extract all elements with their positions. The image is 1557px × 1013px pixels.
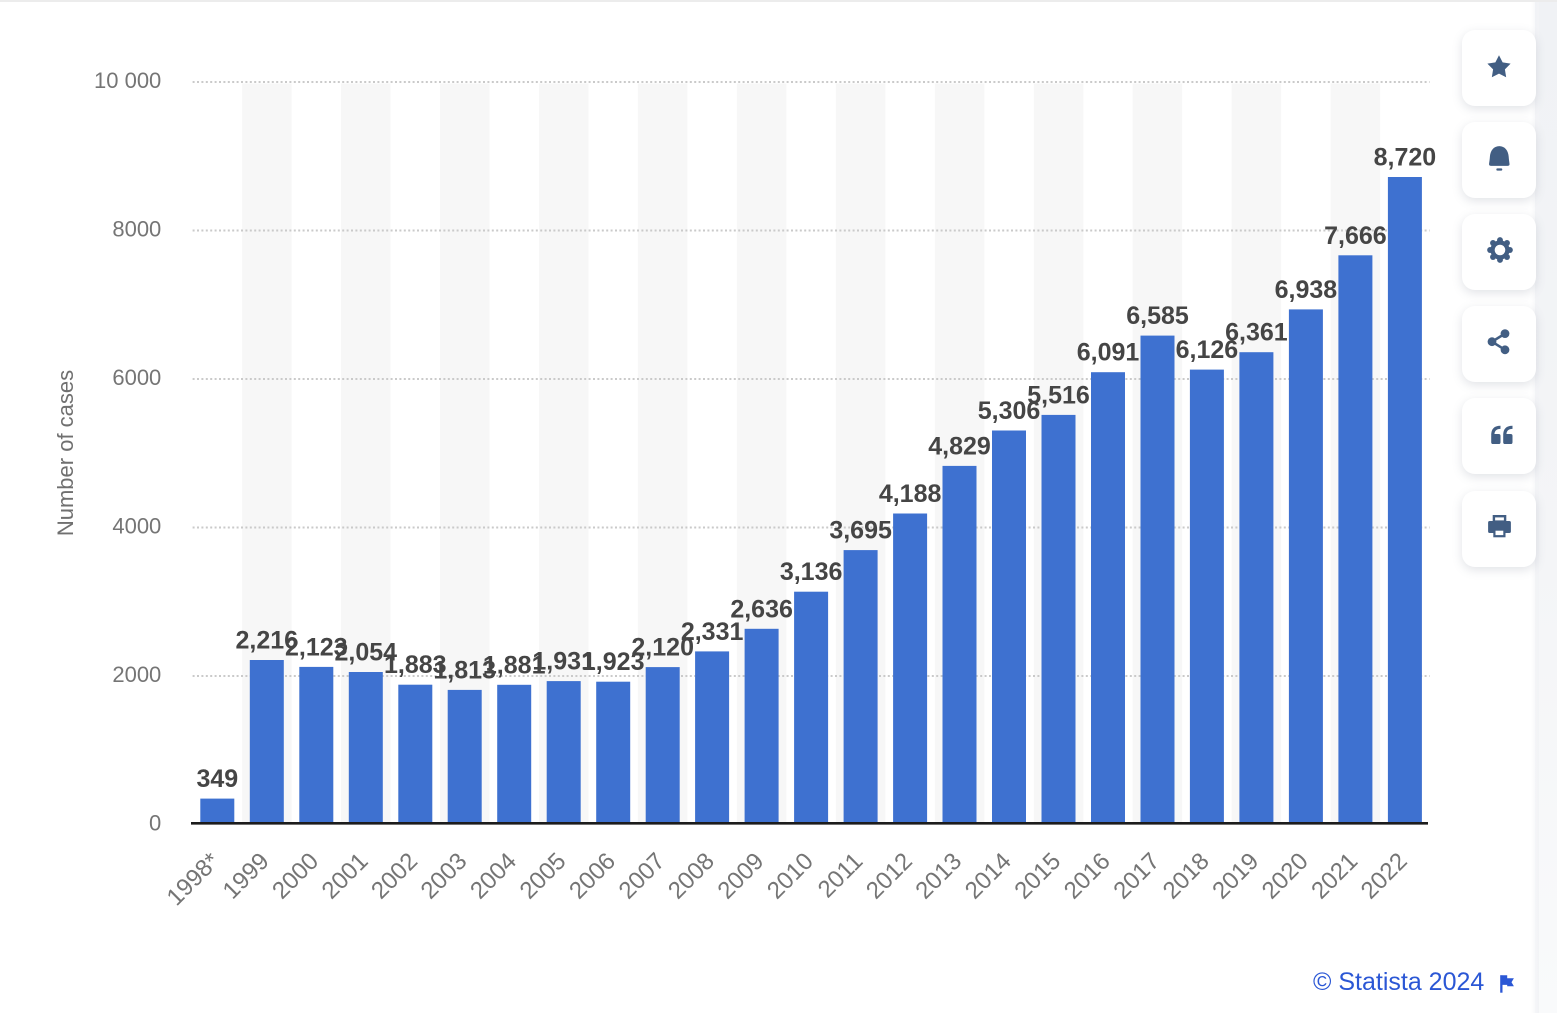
svg-text:1,923: 1,923	[582, 648, 645, 676]
svg-text:2017: 2017	[1108, 848, 1165, 905]
svg-text:1,931: 1,931	[532, 648, 595, 676]
svg-text:0: 0	[149, 811, 161, 836]
svg-text:1,813: 1,813	[433, 656, 496, 684]
svg-text:2010: 2010	[762, 848, 819, 905]
svg-text:2,120: 2,120	[631, 634, 694, 662]
svg-text:2014: 2014	[960, 848, 1017, 905]
svg-text:2000: 2000	[112, 662, 161, 687]
svg-text:2000: 2000	[267, 848, 324, 905]
svg-text:2004: 2004	[465, 848, 522, 905]
svg-text:2,123: 2,123	[285, 633, 348, 661]
svg-text:2005: 2005	[515, 848, 572, 905]
svg-text:2018: 2018	[1158, 848, 1215, 905]
svg-text:2016: 2016	[1059, 848, 1116, 905]
svg-text:2001: 2001	[317, 848, 374, 905]
svg-text:10 000: 10 000	[94, 68, 161, 93]
svg-text:2022: 2022	[1356, 848, 1413, 905]
svg-text:2008: 2008	[663, 848, 720, 905]
svg-text:Number of cases: Number of cases	[53, 370, 78, 536]
svg-text:2,636: 2,636	[730, 595, 793, 623]
svg-text:5,306: 5,306	[978, 397, 1041, 425]
svg-text:2006: 2006	[564, 848, 621, 905]
svg-text:4,829: 4,829	[928, 432, 991, 460]
svg-text:2015: 2015	[1009, 848, 1066, 905]
svg-text:8000: 8000	[112, 217, 161, 242]
svg-text:2012: 2012	[861, 848, 918, 905]
svg-text:3,695: 3,695	[829, 517, 892, 545]
svg-text:7,666: 7,666	[1324, 222, 1387, 250]
svg-text:2013: 2013	[910, 848, 967, 905]
svg-text:2003: 2003	[416, 848, 473, 905]
svg-text:6,361: 6,361	[1225, 319, 1288, 347]
svg-text:3,136: 3,136	[780, 558, 843, 586]
svg-text:6000: 6000	[112, 365, 161, 390]
svg-text:2,054: 2,054	[335, 639, 398, 667]
svg-text:2011: 2011	[813, 848, 869, 904]
svg-text:349: 349	[196, 765, 238, 793]
svg-text:4,188: 4,188	[879, 480, 942, 508]
svg-text:2009: 2009	[712, 848, 769, 905]
svg-text:6,091: 6,091	[1077, 339, 1140, 367]
svg-text:1,881: 1,881	[483, 651, 546, 679]
svg-text:4000: 4000	[112, 514, 161, 539]
svg-text:6,938: 6,938	[1275, 276, 1338, 304]
svg-text:2007: 2007	[614, 848, 671, 905]
svg-text:8,720: 8,720	[1374, 144, 1437, 172]
svg-text:2020: 2020	[1257, 848, 1314, 905]
svg-text:2,331: 2,331	[681, 618, 744, 646]
svg-text:1999: 1999	[218, 848, 275, 905]
svg-text:6,585: 6,585	[1126, 302, 1189, 330]
svg-text:2019: 2019	[1207, 848, 1264, 905]
svg-text:5,516: 5,516	[1027, 381, 1090, 409]
svg-text:6,126: 6,126	[1176, 336, 1239, 364]
svg-text:2,216: 2,216	[236, 627, 299, 655]
svg-text:1,883: 1,883	[384, 651, 447, 679]
svg-text:1998*: 1998*	[162, 848, 225, 911]
svg-text:2021: 2021	[1306, 848, 1363, 905]
svg-text:2002: 2002	[366, 848, 423, 905]
